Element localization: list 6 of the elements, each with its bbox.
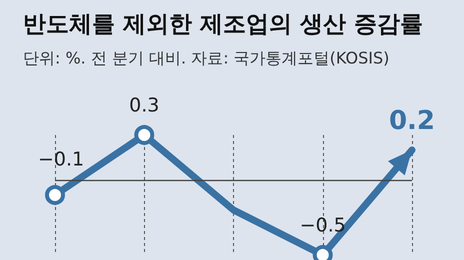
chart-subtitle: 단위: %. 전 분기 대비. 자료: 국가통계포털(KOSIS) [23, 48, 390, 68]
chart-title: 반도체를 제외한 제조업의 생산 증감률 [23, 12, 424, 38]
data-label: 0.2 [388, 106, 436, 136]
data-label: −0.5 [300, 214, 346, 236]
data-label: −0.1 [38, 148, 84, 170]
data-label: 0.3 [129, 94, 160, 116]
